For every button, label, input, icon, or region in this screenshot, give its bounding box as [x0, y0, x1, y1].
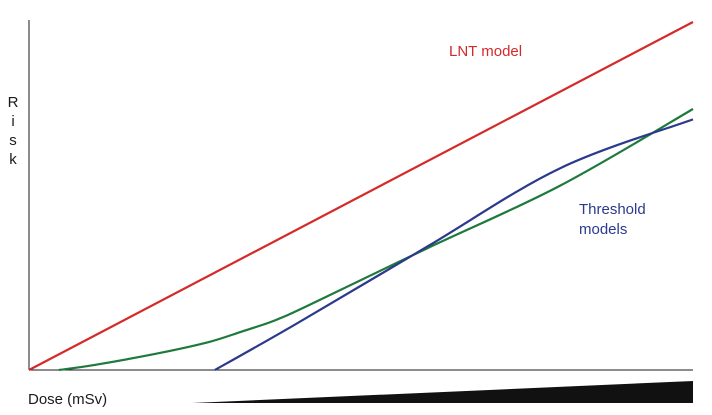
annotation-lnt-model: LNT model [449, 43, 522, 60]
annotation-threshold: Threshold [579, 201, 646, 218]
y-axis-label-letter: R [8, 94, 19, 111]
series-line-0 [28, 21, 694, 371]
x-axis-label: Dose (mSv) [28, 391, 107, 408]
y-axis-label-letter: s [9, 132, 17, 149]
dose-wedge [192, 381, 693, 403]
y-axis-label-letter: i [11, 113, 14, 130]
annotation-models: models [579, 221, 627, 238]
series-line-1 [58, 108, 694, 372]
series-group [28, 21, 694, 372]
y-axis-label-letter: k [9, 151, 17, 168]
series-line-2 [214, 118, 694, 371]
